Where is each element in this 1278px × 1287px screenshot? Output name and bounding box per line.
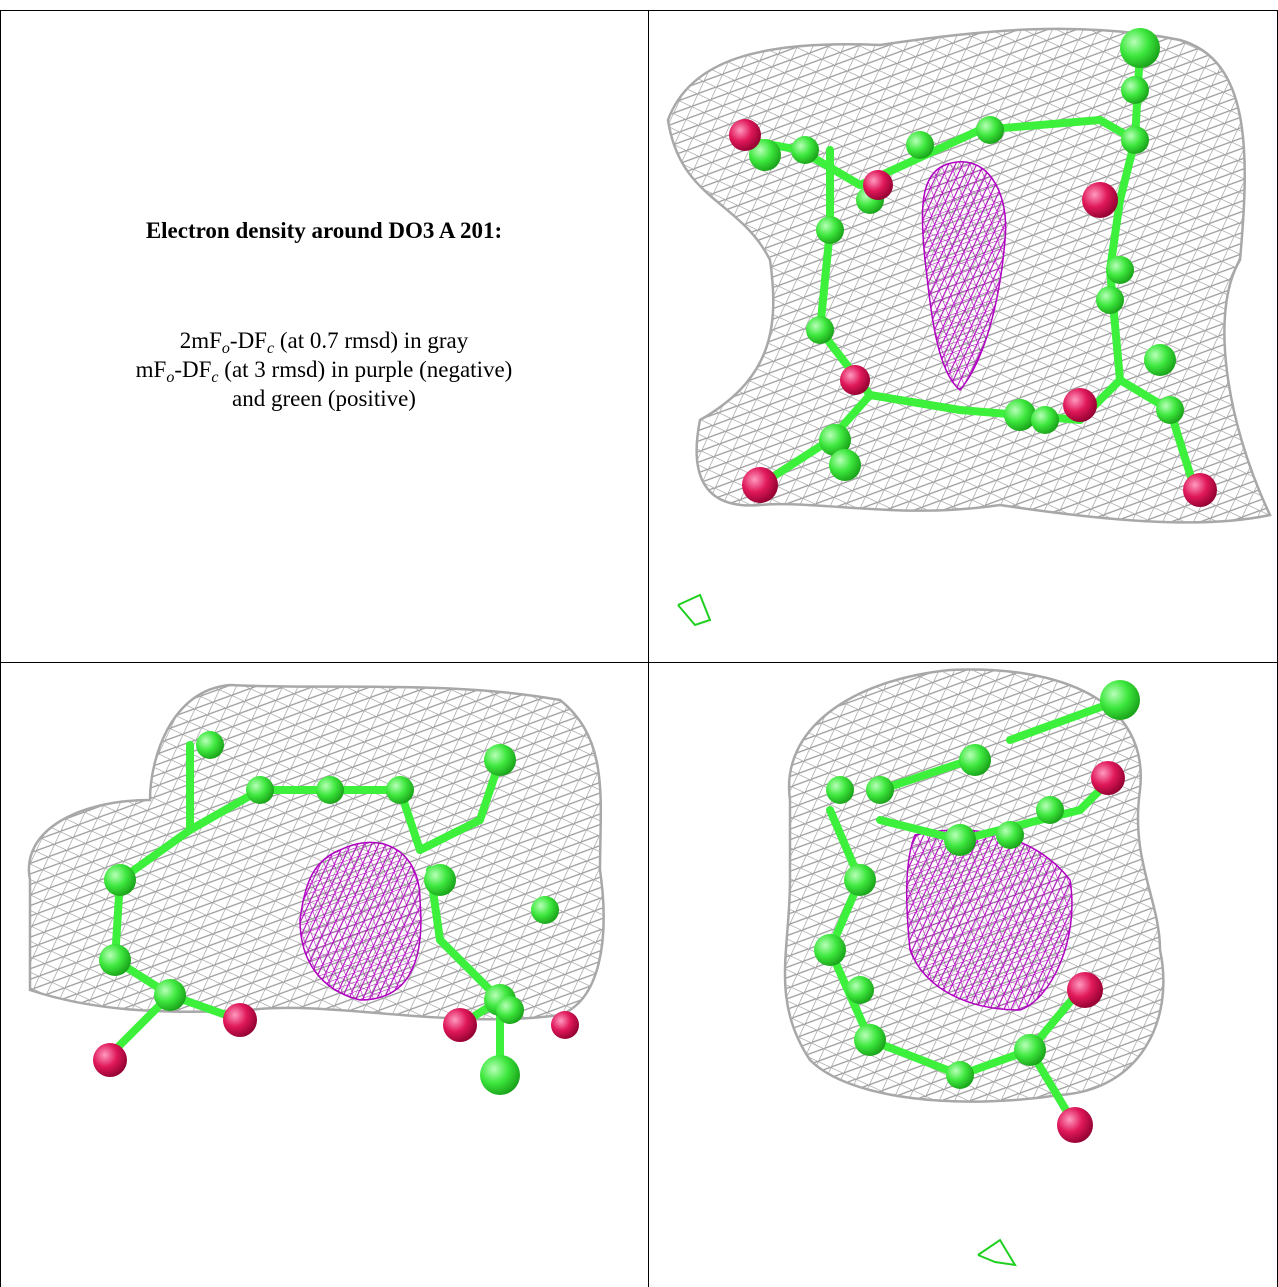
text-run: 2mF xyxy=(180,328,222,353)
carbon-atom xyxy=(496,996,524,1024)
carbon-atom xyxy=(749,139,781,171)
oxygen-atom xyxy=(93,1043,127,1077)
carbon-atom xyxy=(829,449,861,481)
difference-mesh xyxy=(906,829,1073,1011)
bond xyxy=(816,226,834,334)
oxygen-atom xyxy=(863,170,893,200)
carbon-atom xyxy=(844,864,876,896)
carbon-atom xyxy=(1121,126,1149,154)
density-images xyxy=(27,27,1272,1267)
oxygen-atom xyxy=(223,1003,257,1037)
carbon-atom xyxy=(196,731,224,759)
carbon-atom xyxy=(386,776,414,804)
oxygen-atom xyxy=(1091,761,1125,795)
carbon-atom xyxy=(480,1055,520,1095)
text-run: -DF xyxy=(174,357,211,382)
carbon-atom xyxy=(424,864,456,896)
difference-mesh xyxy=(921,161,1007,392)
oxygen-atom xyxy=(1057,1107,1093,1143)
carbon-atom xyxy=(1121,76,1149,104)
oxygen-atom xyxy=(1067,972,1103,1008)
carbon-atom xyxy=(946,1061,974,1089)
oxygen-atom xyxy=(1183,473,1217,507)
carbon-atom xyxy=(1036,796,1064,824)
text-run: (at 0.7 rmsd) in gray xyxy=(274,328,469,353)
oxygen-atom xyxy=(840,365,870,395)
carbon-atom xyxy=(531,896,559,924)
carbon-atom xyxy=(791,136,819,164)
carbon-atom xyxy=(1156,396,1184,424)
carbon-atom xyxy=(104,864,136,896)
density-mesh xyxy=(27,683,605,1021)
carbon-atom xyxy=(806,316,834,344)
positive-blob xyxy=(677,593,712,627)
carbon-atom xyxy=(154,979,186,1011)
subscript: c xyxy=(211,369,218,386)
caption-line: 2mFo-DFc (at 0.7 rmsd) in gray xyxy=(180,328,469,357)
carbon-atom xyxy=(1106,256,1134,284)
carbon-atom xyxy=(866,776,894,804)
carbon-atom xyxy=(1144,344,1176,376)
carbon-atom xyxy=(816,216,844,244)
text-run: -DF xyxy=(230,328,267,353)
oxygen-atom xyxy=(1082,182,1118,218)
carbon-atom xyxy=(99,944,131,976)
subscript: c xyxy=(267,340,274,357)
carbon-atom xyxy=(846,976,874,1004)
subscript: o xyxy=(222,340,230,357)
oxygen-atom xyxy=(443,1008,477,1042)
carbon-atom xyxy=(1096,286,1124,314)
positive-blob xyxy=(977,1238,1017,1267)
molecule-view xyxy=(27,683,605,1095)
carbon-atom xyxy=(1031,406,1059,434)
caption: Electron density around DO3 A 201: 2mFo-… xyxy=(136,218,513,411)
carbon-atom xyxy=(1014,1034,1046,1066)
carbon-atom xyxy=(819,424,851,456)
difference-mesh xyxy=(299,841,422,1001)
bond xyxy=(876,756,974,794)
bond xyxy=(1106,196,1124,274)
caption-title: Electron density around DO3 A 201: xyxy=(146,218,502,243)
text-run: mF xyxy=(136,357,167,382)
oxygen-atom xyxy=(551,1011,579,1039)
molecule-view xyxy=(666,27,1272,524)
carbon-atom xyxy=(1120,28,1160,68)
carbon-atom xyxy=(854,1024,886,1056)
carbon-atom xyxy=(484,744,516,776)
carbon-atom xyxy=(976,116,1004,144)
text-run: and green (positive) xyxy=(232,386,416,411)
carbon-atom xyxy=(814,934,846,966)
oxygen-atom xyxy=(729,119,761,151)
bond xyxy=(866,391,964,414)
text-run: (at 3 rmsd) in purple (negative) xyxy=(219,357,513,382)
oxygen-atom xyxy=(1063,388,1097,422)
carbon-atom xyxy=(246,776,274,804)
carbon-atom xyxy=(1100,680,1140,720)
caption-line: mFo-DFc (at 3 rmsd) in purple (negative) xyxy=(136,357,513,386)
carbon-atom xyxy=(959,744,991,776)
carbon-atom xyxy=(316,776,344,804)
bond xyxy=(866,1036,964,1079)
bond xyxy=(416,816,484,854)
carbon-atom xyxy=(996,821,1024,849)
oxygen-atom xyxy=(742,467,778,503)
caption-line: and green (positive) xyxy=(232,386,416,411)
molecule-view xyxy=(783,668,1165,1143)
carbon-atom xyxy=(826,776,854,804)
carbon-atom xyxy=(1004,399,1036,431)
carbon-atom xyxy=(944,824,976,856)
carbon-atom xyxy=(906,131,934,159)
subscript: o xyxy=(166,369,174,386)
